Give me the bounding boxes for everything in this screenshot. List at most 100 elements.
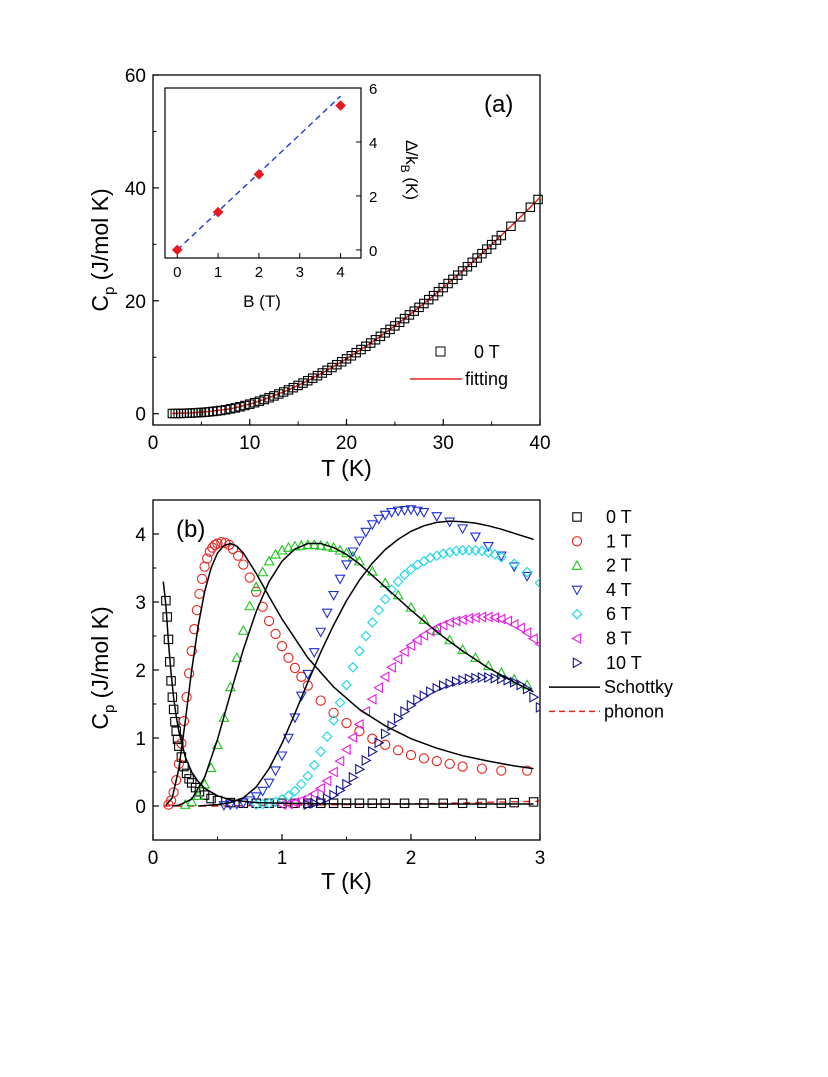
point-b-8T	[495, 613, 506, 625]
point-b-6T	[334, 697, 346, 709]
point-b-1T	[283, 652, 294, 663]
point-a-0T	[230, 403, 240, 413]
legend-b-8t-marker	[571, 632, 582, 645]
point-b-4T	[340, 560, 353, 571]
point-b-10T	[322, 792, 333, 805]
point-b-1T	[276, 641, 288, 652]
point-b-6T	[399, 569, 410, 581]
point-b-6T	[444, 546, 456, 558]
point-b-6T	[476, 545, 488, 557]
point-b-4T	[347, 547, 359, 558]
y-axis-title-a-main: C	[87, 295, 113, 312]
point-b-6T	[495, 551, 507, 563]
point-a-0T	[259, 394, 270, 405]
point-b-10T	[400, 705, 411, 718]
point-b-4T	[250, 792, 262, 803]
point-b-1T	[521, 765, 533, 776]
point-b-8T	[334, 755, 345, 767]
point-b-8T	[379, 671, 390, 683]
point-a-0T	[317, 368, 328, 378]
fit-line-a	[172, 196, 541, 415]
point-a-0T	[341, 354, 352, 364]
point-a-0T	[356, 344, 366, 355]
data-marks-a	[167, 194, 543, 419]
point-b-1T	[209, 539, 221, 551]
point-b-8T	[411, 634, 422, 646]
point-b-8T	[314, 782, 325, 794]
point-b-10T	[303, 799, 314, 811]
point-b-10T	[374, 737, 385, 749]
point-a-0T	[240, 400, 250, 411]
y-axis-title-a: Cp (J/mol K)	[87, 188, 118, 311]
point-b-6T	[283, 790, 294, 802]
point-a-0T	[525, 202, 536, 213]
tick-marks-a	[152, 74, 541, 425]
tick-marks-inset	[176, 87, 361, 258]
point-b-4T	[457, 524, 469, 535]
point-b-1T	[171, 775, 182, 786]
point-b-6T	[405, 563, 417, 575]
legend-b-4t-marker	[571, 585, 583, 596]
point-b-8T	[437, 619, 448, 631]
point-b-4T	[321, 608, 333, 619]
panel-label-a: (a)	[484, 91, 513, 118]
point-a-0T	[278, 387, 289, 397]
x-axis-title-a: T (K)	[321, 455, 372, 481]
point-b-10T	[516, 679, 527, 691]
point-b-6T	[360, 630, 372, 642]
point-a-0T	[283, 385, 294, 395]
point-b-1T	[196, 573, 208, 585]
point-a-0T	[380, 328, 390, 338]
point-b-8T	[366, 693, 377, 705]
point-b-8T	[431, 622, 442, 634]
point-b-6T	[386, 584, 398, 596]
point-b-6T	[354, 645, 365, 657]
point-b-6T	[328, 714, 339, 726]
point-b-2T	[231, 652, 243, 662]
point-b-1T	[168, 787, 179, 798]
y-axis-title-b-sub: p	[101, 705, 118, 713]
legend-b-0t-marker	[572, 512, 582, 522]
point-b-1T	[183, 668, 195, 679]
point-b-6T	[418, 555, 430, 567]
point-b-4T	[257, 786, 269, 797]
point-a-0T	[351, 347, 361, 358]
plot-frame-b	[152, 499, 541, 841]
legend-a-label-fitting: fitting	[465, 369, 508, 389]
point-b-2T	[244, 600, 256, 611]
point-b-1T	[194, 588, 205, 599]
point-b-2T	[508, 673, 520, 684]
point-b-10T	[522, 683, 533, 695]
point-b-6T	[489, 549, 501, 560]
point-a-0T	[312, 370, 323, 381]
point-b-8T	[347, 731, 358, 743]
point-b-2T	[192, 790, 204, 801]
point-b-8T	[476, 611, 487, 623]
point-b-8T	[443, 616, 454, 628]
point-b-0T	[509, 797, 519, 808]
legend-b-0t-label: 0 T	[606, 507, 632, 527]
point-b-10T	[445, 678, 456, 690]
point-b-6T	[508, 558, 520, 570]
point-b-6T	[263, 797, 275, 809]
point-a-0T	[336, 357, 347, 367]
point-b-4T	[411, 506, 423, 517]
point-b-10T	[503, 674, 514, 686]
point-a-0T	[245, 399, 255, 409]
point-b-6T	[437, 548, 449, 560]
point-b-2T	[186, 796, 198, 807]
legend-b-1t-marker	[571, 536, 583, 547]
point-b-6T	[308, 759, 320, 771]
point-b-8T	[502, 615, 512, 627]
y-axis-title-b-main: C	[87, 713, 113, 730]
inset-x-tick-label-0: 0	[173, 264, 181, 281]
point-b-4T	[282, 733, 294, 744]
point-b-10T	[509, 676, 520, 688]
point-a-0T	[220, 405, 231, 415]
point-b-10T	[413, 694, 424, 706]
point-b-8T	[340, 744, 351, 756]
point-b-1T	[251, 586, 262, 597]
inset-point	[212, 206, 224, 218]
point-b-2T	[237, 624, 249, 635]
